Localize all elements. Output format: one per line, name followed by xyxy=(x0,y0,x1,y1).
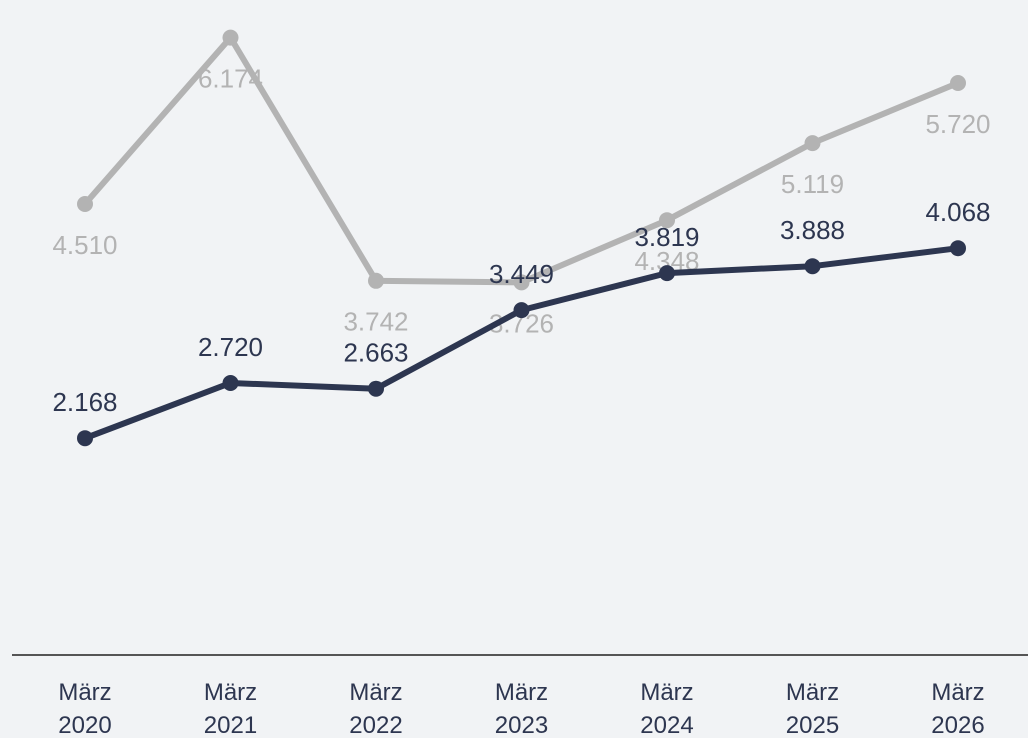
data-label: 5.720 xyxy=(925,109,990,139)
data-label: 2.663 xyxy=(343,338,408,368)
point xyxy=(950,75,966,91)
point xyxy=(804,135,821,152)
point xyxy=(804,258,821,275)
point xyxy=(659,265,675,282)
point xyxy=(513,302,530,319)
point xyxy=(950,240,966,257)
x-tick-label: März 2025 xyxy=(785,679,840,738)
point xyxy=(222,375,239,391)
data-label: 4.068 xyxy=(925,197,990,227)
point xyxy=(368,272,384,289)
data-label: 5.119 xyxy=(781,169,844,199)
x-tick-label: März 2022 xyxy=(349,679,403,738)
point xyxy=(513,274,530,291)
data-label: 3.742 xyxy=(343,307,408,337)
point xyxy=(77,430,93,447)
data-label: 2.168 xyxy=(52,387,117,417)
point xyxy=(659,212,675,229)
data-label: 3.449 xyxy=(489,259,554,289)
x-tick-label: März 2021 xyxy=(203,679,258,738)
data-label: 3.819 xyxy=(634,222,699,252)
x-tick-label: März 2026 xyxy=(931,679,985,738)
point xyxy=(368,380,384,397)
point xyxy=(222,29,239,46)
data-label: 2.720 xyxy=(198,332,263,362)
x-tick-label: März 2023 xyxy=(494,679,549,738)
x-tick-label: März 2020 xyxy=(58,679,112,738)
x-tick-label: März 2024 xyxy=(640,679,694,738)
data-label: 4.510 xyxy=(52,230,117,260)
data-label: 3.888 xyxy=(780,215,845,245)
data-label: 6.174 xyxy=(198,63,263,93)
point xyxy=(77,196,93,212)
